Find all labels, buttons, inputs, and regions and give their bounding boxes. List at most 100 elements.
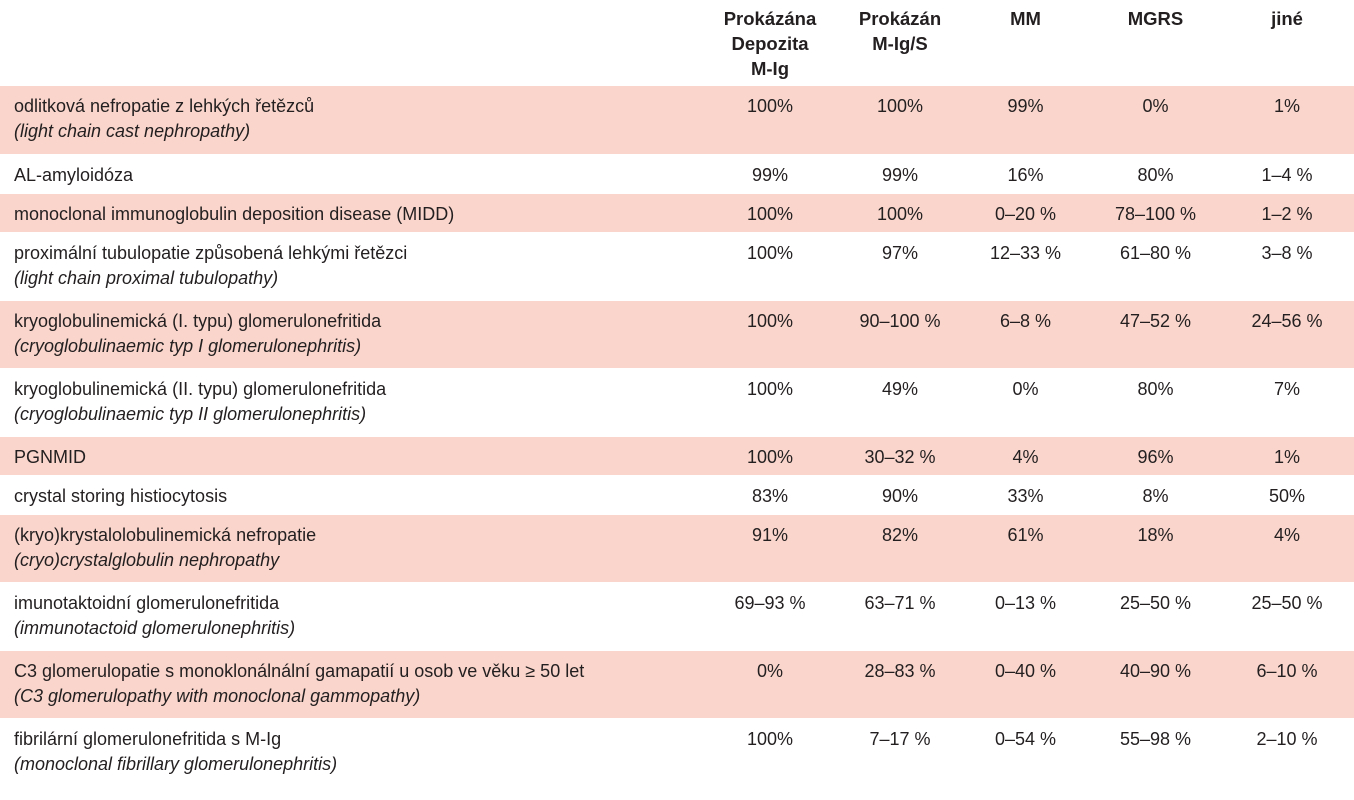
header-cell-other: jiné	[1220, 0, 1354, 86]
header-cell-mm: MM	[960, 0, 1091, 86]
diagnosis-name: odlitková nefropatie z lehkých řetězců	[14, 96, 315, 116]
value-cell-mm: 0–20 %	[960, 193, 1091, 233]
value-cell-mm: 0%	[960, 368, 1091, 437]
value-cell-other: 3–8 %	[1220, 232, 1354, 301]
table-row: proximální tubulopatie způsobená lehkými…	[0, 232, 1354, 301]
value-cell-mgrs: 55–98 %	[1091, 718, 1220, 787]
table-row: PGNMID 100% 30–32 % 4% 96% 1%	[0, 436, 1354, 476]
value-cell-deposits: 100%	[700, 86, 840, 155]
table-row: C3 glomerulopatie s monoklonálnální gama…	[0, 650, 1354, 719]
header-label-line: M-Ig	[750, 58, 789, 79]
value-cell-mgrs: 80%	[1091, 368, 1220, 437]
value-cell-mm: 0–13 %	[960, 582, 1091, 651]
value-cell-mm: 61%	[960, 514, 1091, 583]
value-cell-mgrs: 61–80 %	[1091, 232, 1220, 301]
diagnosis-name-english: (light chain proximal tubulopathy)	[14, 267, 279, 288]
header-label-line: Prokázána	[723, 8, 817, 29]
value-cell-other: 7%	[1220, 368, 1354, 437]
table-body: odlitková nefropatie z lehkých řetězců (l…	[0, 86, 1354, 787]
row-description: proximální tubulopatie způsobená lehkými…	[0, 232, 700, 301]
diagnosis-name-english: (monoclonal fibrillary glomerulonephriti…	[14, 753, 338, 774]
value-cell-mig: 90–100 %	[840, 300, 960, 369]
header-label-line: Prokázán	[858, 8, 942, 29]
value-cell-mig: 7–17 %	[840, 718, 960, 787]
diagnosis-name: monoclonal immunoglobulin deposition dis…	[14, 203, 455, 224]
diagnosis-name: kryoglobulinemická (I. typu) glomerulone…	[14, 310, 382, 331]
value-cell-mig: 49%	[840, 368, 960, 437]
value-cell-mig: 82%	[840, 514, 960, 583]
row-description: odlitková nefropatie z lehkých řetězců (l…	[0, 86, 700, 155]
value-cell-mig: 97%	[840, 232, 960, 301]
value-cell-mgrs: 96%	[1091, 436, 1220, 476]
diagnosis-name: AL-amyloidóza	[14, 164, 134, 185]
value-cell-mig: 100%	[840, 86, 960, 155]
value-cell-deposits: 0%	[700, 650, 840, 719]
diagnosis-name: (kryo)krystalolobulinemická nefropatie	[14, 524, 317, 545]
table-row: monoclonal immunoglobulin deposition dis…	[0, 193, 1354, 233]
row-description: monoclonal immunoglobulin deposition dis…	[0, 193, 700, 233]
value-cell-mm: 0–40 %	[960, 650, 1091, 719]
diagnosis-name-english: (C3 glomerulopathy with monoclonal gammo…	[14, 685, 421, 706]
table-row: odlitková nefropatie z lehkých řetězců (l…	[0, 86, 1354, 155]
value-cell-mgrs: 0%	[1091, 86, 1220, 155]
diagnosis-name: proximální tubulopatie způsobená lehkými…	[14, 242, 408, 263]
diagnosis-name-english: (cryo)crystalglobulin nephropathy	[14, 549, 280, 570]
value-cell-mgrs: 25–50 %	[1091, 582, 1220, 651]
row-description: kryoglobulinemická (II. typu) glomerulon…	[0, 368, 700, 437]
table-row: kryoglobulinemická (I. typu) glomerulone…	[0, 300, 1354, 369]
diagnosis-name-english: (light chain cast nephropathy)	[14, 121, 251, 141]
header-label-line: MM	[1010, 8, 1041, 29]
value-cell-mig: 99%	[840, 154, 960, 194]
value-cell-mgrs: 18%	[1091, 514, 1220, 583]
header-cell-deposits: Prokázána Depozita M-Ig	[700, 0, 840, 86]
row-description: C3 glomerulopatie s monoklonálnální gama…	[0, 650, 700, 719]
header-cell-mig: Prokázán M-Ig/S	[840, 0, 960, 86]
value-cell-deposits: 83%	[700, 475, 840, 515]
value-cell-other: 1%	[1220, 436, 1354, 476]
header-cell-empty	[0, 0, 700, 86]
value-cell-mig: 100%	[840, 193, 960, 233]
diagnosis-name: crystal storing histiocytosis	[14, 485, 228, 506]
row-description: crystal storing histiocytosis	[0, 475, 700, 515]
value-cell-deposits: 99%	[700, 154, 840, 194]
value-cell-mgrs: 40–90 %	[1091, 650, 1220, 719]
value-cell-deposits: 100%	[700, 300, 840, 369]
row-description: (kryo)krystalolobulinemická nefropatie (c…	[0, 514, 700, 583]
value-cell-other: 2–10 %	[1220, 718, 1354, 787]
value-cell-mig: 63–71 %	[840, 582, 960, 651]
value-cell-mgrs: 47–52 %	[1091, 300, 1220, 369]
header-label-line: M-Ig/S	[872, 33, 928, 54]
value-cell-mm: 16%	[960, 154, 1091, 194]
value-cell-other: 1–2 %	[1220, 193, 1354, 233]
table-header: Prokázána Depozita M-Ig Prokázán M-Ig/S MM MGR…	[0, 0, 1354, 86]
value-cell-mgrs: 80%	[1091, 154, 1220, 194]
value-cell-mig: 28–83 %	[840, 650, 960, 719]
diagnosis-name: kryoglobulinemická (II. typu) glomerulon…	[14, 378, 387, 399]
value-cell-mgrs: 8%	[1091, 475, 1220, 515]
row-description: AL-amyloidóza	[0, 154, 700, 194]
value-cell-mig: 30–32 %	[840, 436, 960, 476]
value-cell-other: 1–4 %	[1220, 154, 1354, 194]
diagnosis-name: fibrilární glomerulonefritida s M-Ig	[14, 728, 282, 749]
value-cell-other: 4%	[1220, 514, 1354, 583]
value-cell-deposits: 91%	[700, 514, 840, 583]
row-description: kryoglobulinemická (I. typu) glomerulone…	[0, 300, 700, 369]
value-cell-mm: 4%	[960, 436, 1091, 476]
table-row: fibrilární glomerulonefritida s M-Ig (mon…	[0, 718, 1354, 787]
value-cell-other: 50%	[1220, 475, 1354, 515]
value-cell-deposits: 100%	[700, 718, 840, 787]
value-cell-deposits: 100%	[700, 436, 840, 476]
table-row: AL-amyloidóza 99% 99% 16% 80% 1–4 %	[0, 154, 1354, 194]
diagnosis-name-english: (cryoglobulinaemic typ II glomerulonephr…	[14, 403, 367, 424]
value-cell-other: 25–50 %	[1220, 582, 1354, 651]
row-description: fibrilární glomerulonefritida s M-Ig (mon…	[0, 718, 700, 787]
value-cell-other: 24–56 %	[1220, 300, 1354, 369]
value-cell-deposits: 100%	[700, 368, 840, 437]
value-cell-deposits: 100%	[700, 193, 840, 233]
table-row: (kryo)krystalolobulinemická nefropatie (c…	[0, 514, 1354, 583]
value-cell-deposits: 69–93 %	[700, 582, 840, 651]
value-cell-deposits: 100%	[700, 232, 840, 301]
header-row: Prokázána Depozita M-Ig Prokázán M-Ig/S MM MGR…	[0, 0, 1354, 86]
table-row: imunotaktoidní glomerulonefritida (immuno…	[0, 582, 1354, 651]
